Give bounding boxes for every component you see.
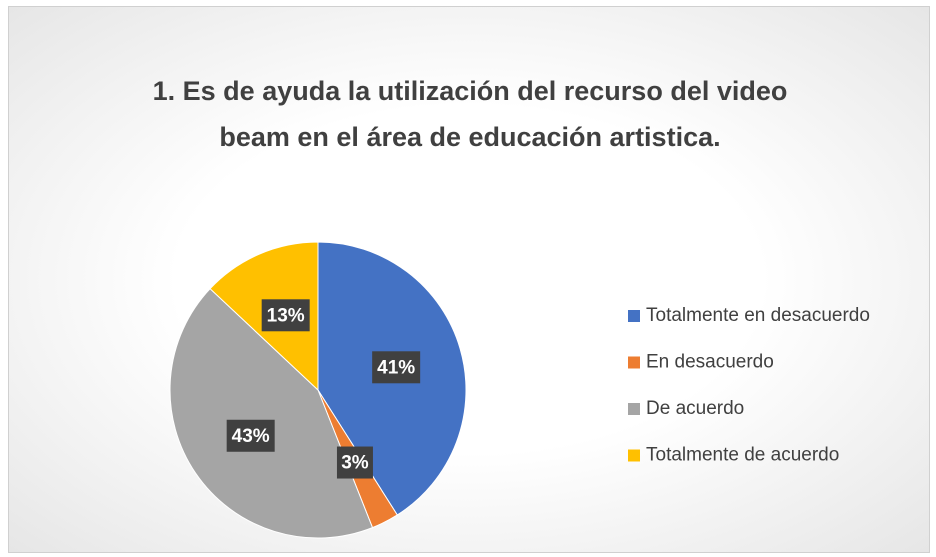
chart-area: [8, 6, 930, 553]
chart-title: 1. Es de ayuda la utilización del recurs…: [152, 76, 788, 152]
legend-swatch: [628, 310, 640, 322]
legend-label: Totalmente de acuerdo: [646, 445, 839, 466]
legend-label: Totalmente en desacuerdo: [646, 305, 870, 326]
data-label-box: [336, 446, 373, 479]
data-label: 41%: [377, 357, 415, 378]
data-label-box: [261, 299, 310, 332]
legend-label: En desacuerdo: [646, 352, 774, 373]
data-label: 43%: [232, 426, 270, 447]
legend-swatch: [628, 449, 640, 462]
data-label: 3%: [341, 453, 369, 474]
data-label-box: [372, 351, 421, 384]
pie-slice: [169, 287, 374, 539]
legend-swatch: [628, 356, 640, 369]
legend-label: De acuerdo: [646, 398, 744, 419]
legend-swatch: [628, 403, 640, 415]
data-label-box: [226, 419, 275, 452]
data-label: 13%: [267, 305, 305, 326]
